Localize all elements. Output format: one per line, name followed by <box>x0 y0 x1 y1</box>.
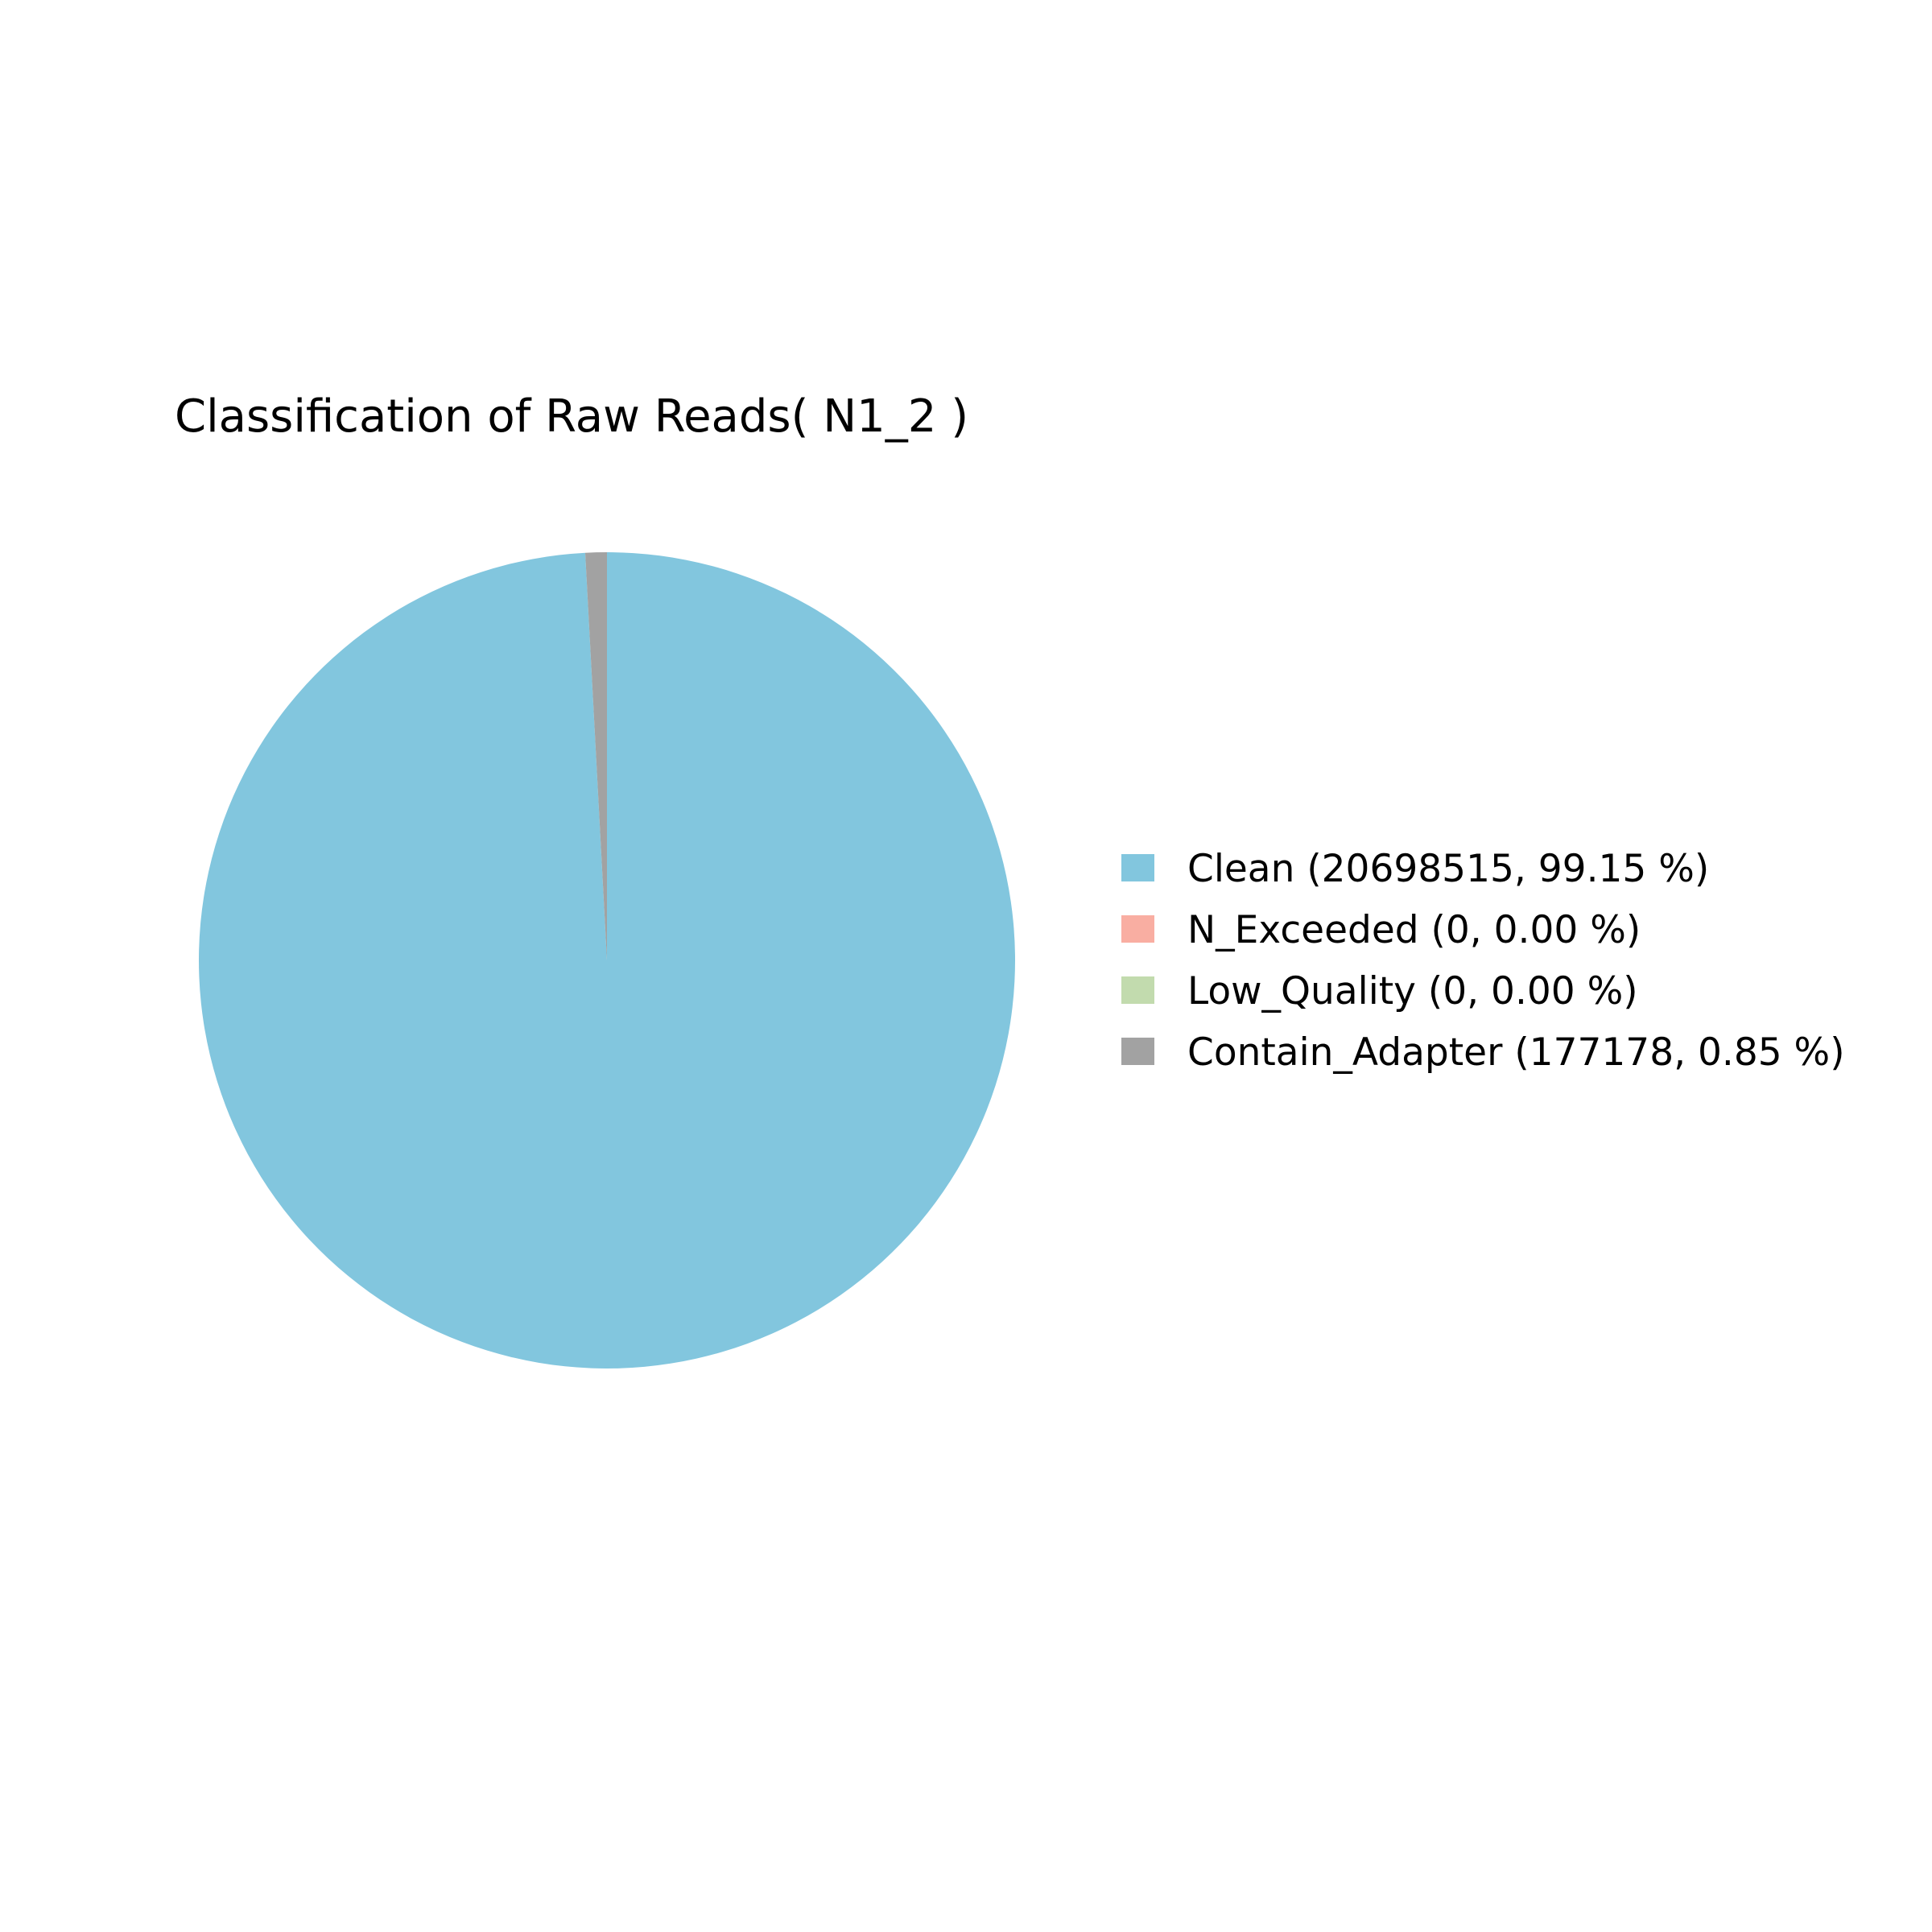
legend-swatch-contain-adapter <box>1121 1038 1154 1065</box>
legend-label-low-quality: Low_Quality (0, 0.00 %) <box>1187 969 1638 1013</box>
legend-label-n-exceeded: N_Exceeded (0, 0.00 %) <box>1187 908 1641 952</box>
legend-label-clean: Clean (20698515, 99.15 %) <box>1187 847 1709 891</box>
legend-label-contain-adapter: Contain_Adapter (177178, 0.85 %) <box>1187 1030 1845 1075</box>
pie-slices <box>198 552 1015 1369</box>
legend-swatch-n-exceeded <box>1121 915 1154 943</box>
legend: Clean (20698515, 99.15 %) N_Exceeded (0, … <box>1121 847 1845 1075</box>
chart-title: Classification of Raw Reads( N1_2 ) <box>175 390 968 443</box>
pie-slice-clean <box>198 552 1015 1369</box>
pie-slice-contain-adapter <box>584 552 607 960</box>
legend-swatch-low-quality <box>1121 976 1154 1004</box>
legend-swatch-clean <box>1121 854 1154 881</box>
